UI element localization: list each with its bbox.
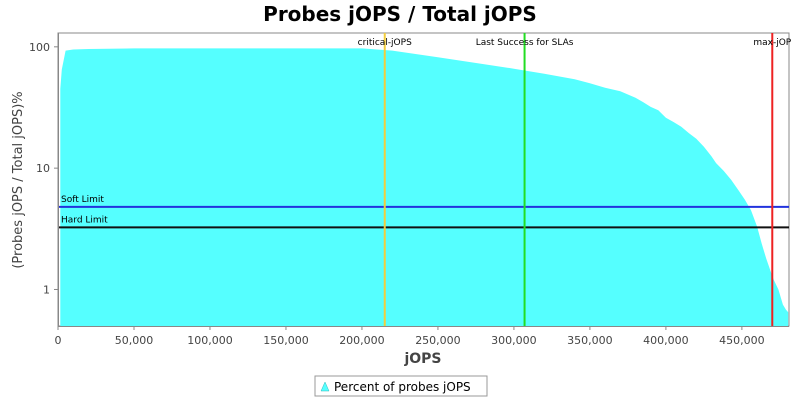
x-tick-label-5: 250,000	[415, 334, 461, 347]
y-tick-label-1: 10	[36, 162, 50, 175]
marker-label-0: critical-jOPS	[358, 38, 412, 48]
legend-label: Percent of probes jOPS	[334, 380, 471, 394]
x-tick-label-2: 100,000	[187, 334, 233, 347]
marker-label-2: max-jOP	[753, 38, 791, 48]
x-tick-label-3: 150,000	[263, 334, 309, 347]
x-tick-label-6: 300,000	[491, 334, 537, 347]
y-axis-label: (Probes jOPS / Total jOPS)%	[11, 91, 26, 268]
x-tick-label-0: 0	[55, 334, 62, 347]
legend-swatch-icon	[320, 381, 330, 392]
x-axis-ticks: 0 50,000 100,000 150,000 200,000 250,000 300,0…	[55, 326, 765, 347]
y-tick-label-2: 100	[29, 41, 50, 54]
y-tick-label-0: 1	[43, 283, 50, 296]
chart-title: Probes jOPS / Total jOPS	[263, 2, 537, 26]
probes-area	[60, 48, 789, 327]
legend-box	[314, 375, 488, 397]
x-axis-label: jOPS	[403, 351, 441, 367]
x-tick-label-8: 400,000	[643, 334, 689, 347]
x-tick-label-1: 50,000	[115, 334, 154, 347]
limit-label-0: Soft Limit	[61, 195, 104, 205]
marker-label-1: Last Success for SLAs	[476, 38, 574, 48]
x-tick-label-7: 350,000	[567, 334, 613, 347]
x-tick-label-4: 200,000	[339, 334, 385, 347]
x-tick-label-9: 450,000	[719, 334, 765, 347]
plot-area: Soft Limit Hard Limit critical-jOPS Last S…	[57, 32, 792, 327]
y-axis-ticks: 1 10 100	[29, 41, 58, 296]
limit-label-1: Hard Limit	[61, 215, 108, 225]
legend: Percent of probes jOPS	[314, 375, 488, 397]
